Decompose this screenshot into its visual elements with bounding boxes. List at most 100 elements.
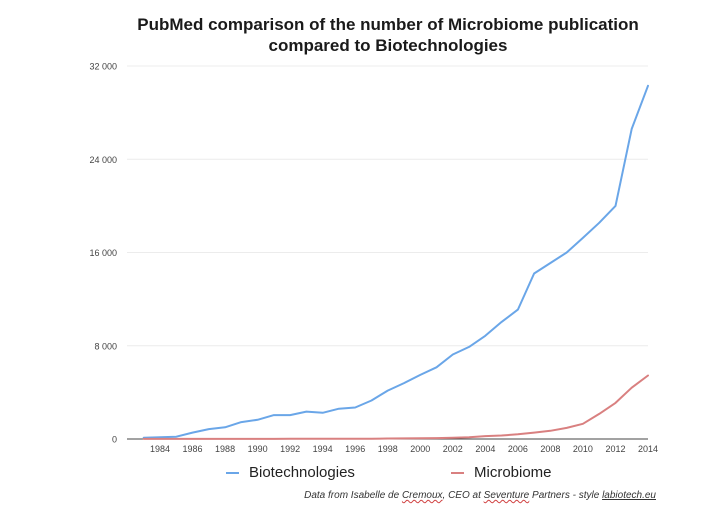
data-point-biotechnologies [614, 205, 616, 207]
data-point-microbiome [322, 438, 324, 440]
data-point-biotechnologies [484, 335, 486, 337]
data-point-biotechnologies [370, 400, 372, 402]
x-tick-label: 1992 [280, 444, 300, 454]
data-point-biotechnologies [582, 237, 584, 239]
data-point-microbiome [192, 438, 194, 440]
data-point-biotechnologies [175, 436, 177, 438]
data-point-microbiome [419, 437, 421, 439]
data-point-biotechnologies [501, 321, 503, 323]
data-point-microbiome [484, 435, 486, 437]
y-tick-label: 24 000 [89, 155, 117, 165]
x-tick-label: 1994 [313, 444, 333, 454]
legend-label-biotechnologies: Biotechnologies [249, 464, 355, 481]
source-credit: Data from Isabelle de Cremoux, CEO at Se… [304, 490, 656, 501]
data-point-microbiome [289, 438, 291, 440]
data-point-microbiome [468, 436, 470, 438]
data-point-biotechnologies [517, 309, 519, 311]
data-point-biotechnologies [452, 353, 454, 355]
series-lines [142, 84, 649, 440]
data-point-biotechnologies [224, 426, 226, 428]
data-point-microbiome [240, 438, 242, 440]
y-tick-label: 0 [112, 435, 117, 445]
chart-title-line-1: PubMed comparison of the number of Micro… [137, 15, 639, 34]
source-link[interactable]: labiotech.eu [602, 490, 656, 501]
y-tick-label: 16 000 [89, 248, 117, 258]
data-point-biotechnologies [289, 414, 291, 416]
data-point-microbiome [566, 427, 568, 429]
footer-middle: , CEO at [442, 490, 484, 501]
data-point-biotechnologies [257, 419, 259, 421]
x-tick-label: 1996 [345, 444, 365, 454]
x-tick-label: 1998 [378, 444, 398, 454]
data-point-microbiome [533, 432, 535, 434]
legend-item-biotechnologies[interactable]: Biotechnologies [226, 464, 355, 481]
chart-title-line-2: compared to Biotechnologies [268, 36, 508, 55]
x-tick-label: 2010 [573, 444, 593, 454]
data-point-microbiome [598, 413, 600, 415]
data-point-biotechnologies [387, 390, 389, 392]
y-axis-ticks: 0 8 000 16 000 24 000 32 000 [89, 62, 117, 445]
x-tick-label: 2014 [638, 444, 658, 454]
series-line-biotechnologies [142, 84, 649, 439]
legend-item-microbiome[interactable]: Microbiome [451, 464, 552, 481]
gridlines [127, 65, 648, 347]
data-point-microbiome [647, 374, 649, 376]
footer-prefix: Data from Isabelle de [304, 490, 402, 501]
footer-company-word: Seventure [483, 490, 530, 501]
x-tick-label: 1988 [215, 444, 235, 454]
data-point-microbiome [305, 438, 307, 440]
line-chart: 0 8 000 16 000 24 000 32 000 1984 1986 1988 199… [89, 62, 658, 455]
data-point-biotechnologies [273, 414, 275, 416]
footer-suffix: Partners - style [529, 490, 603, 501]
data-point-biotechnologies [403, 382, 405, 384]
x-tick-label: 2000 [410, 444, 430, 454]
data-point-biotechnologies [436, 366, 438, 368]
data-point-biotechnologies [240, 421, 242, 423]
x-tick-label: 1986 [183, 444, 203, 454]
x-tick-label: 2006 [508, 444, 528, 454]
chart-title: PubMed comparison of the number of Micro… [0, 14, 718, 56]
data-point-biotechnologies [338, 408, 340, 410]
data-point-biotechnologies [354, 407, 356, 409]
x-tick-label: 2004 [475, 444, 495, 454]
data-point-microbiome [370, 438, 372, 440]
data-point-microbiome [501, 435, 503, 437]
x-tick-label: 2008 [540, 444, 560, 454]
y-tick-label: 8 000 [94, 341, 117, 351]
data-point-microbiome [517, 433, 519, 435]
data-point-microbiome [631, 387, 633, 389]
data-point-microbiome [452, 437, 454, 439]
data-point-biotechnologies [533, 272, 535, 274]
data-point-microbiome [387, 438, 389, 440]
data-point-biotechnologies [598, 222, 600, 224]
data-point-microbiome [582, 423, 584, 425]
legend-swatch-biotechnologies [226, 471, 239, 474]
data-point-microbiome [273, 438, 275, 440]
data-point-biotechnologies [322, 412, 324, 414]
data-point-biotechnologies [647, 85, 649, 87]
legend: Biotechnologies Microbiome [0, 464, 718, 484]
data-point-microbiome [338, 438, 340, 440]
data-point-microbiome [208, 438, 210, 440]
data-point-biotechnologies [208, 428, 210, 430]
data-point-microbiome [614, 402, 616, 404]
data-point-microbiome [436, 437, 438, 439]
data-point-microbiome [257, 438, 259, 440]
footer-name-word: Cremoux [401, 490, 443, 501]
x-axis-ticks: 1984 1986 1988 1990 1992 1994 1996 1998 2000 2002… [150, 444, 658, 454]
x-tick-label: 1984 [150, 444, 170, 454]
data-point-biotechnologies [566, 252, 568, 254]
data-point-biotechnologies [419, 374, 421, 376]
data-point-biotechnologies [468, 346, 470, 348]
data-point-microbiome [143, 438, 145, 440]
x-tick-label: 1990 [248, 444, 268, 454]
data-point-biotechnologies [305, 411, 307, 413]
data-point-microbiome [403, 437, 405, 439]
x-tick-label: 2002 [443, 444, 463, 454]
data-point-biotechnologies [192, 432, 194, 434]
data-point-biotechnologies [549, 262, 551, 264]
data-point-microbiome [175, 438, 177, 440]
data-point-microbiome [549, 430, 551, 432]
legend-swatch-microbiome [451, 471, 464, 474]
x-tick-label: 2012 [605, 444, 625, 454]
